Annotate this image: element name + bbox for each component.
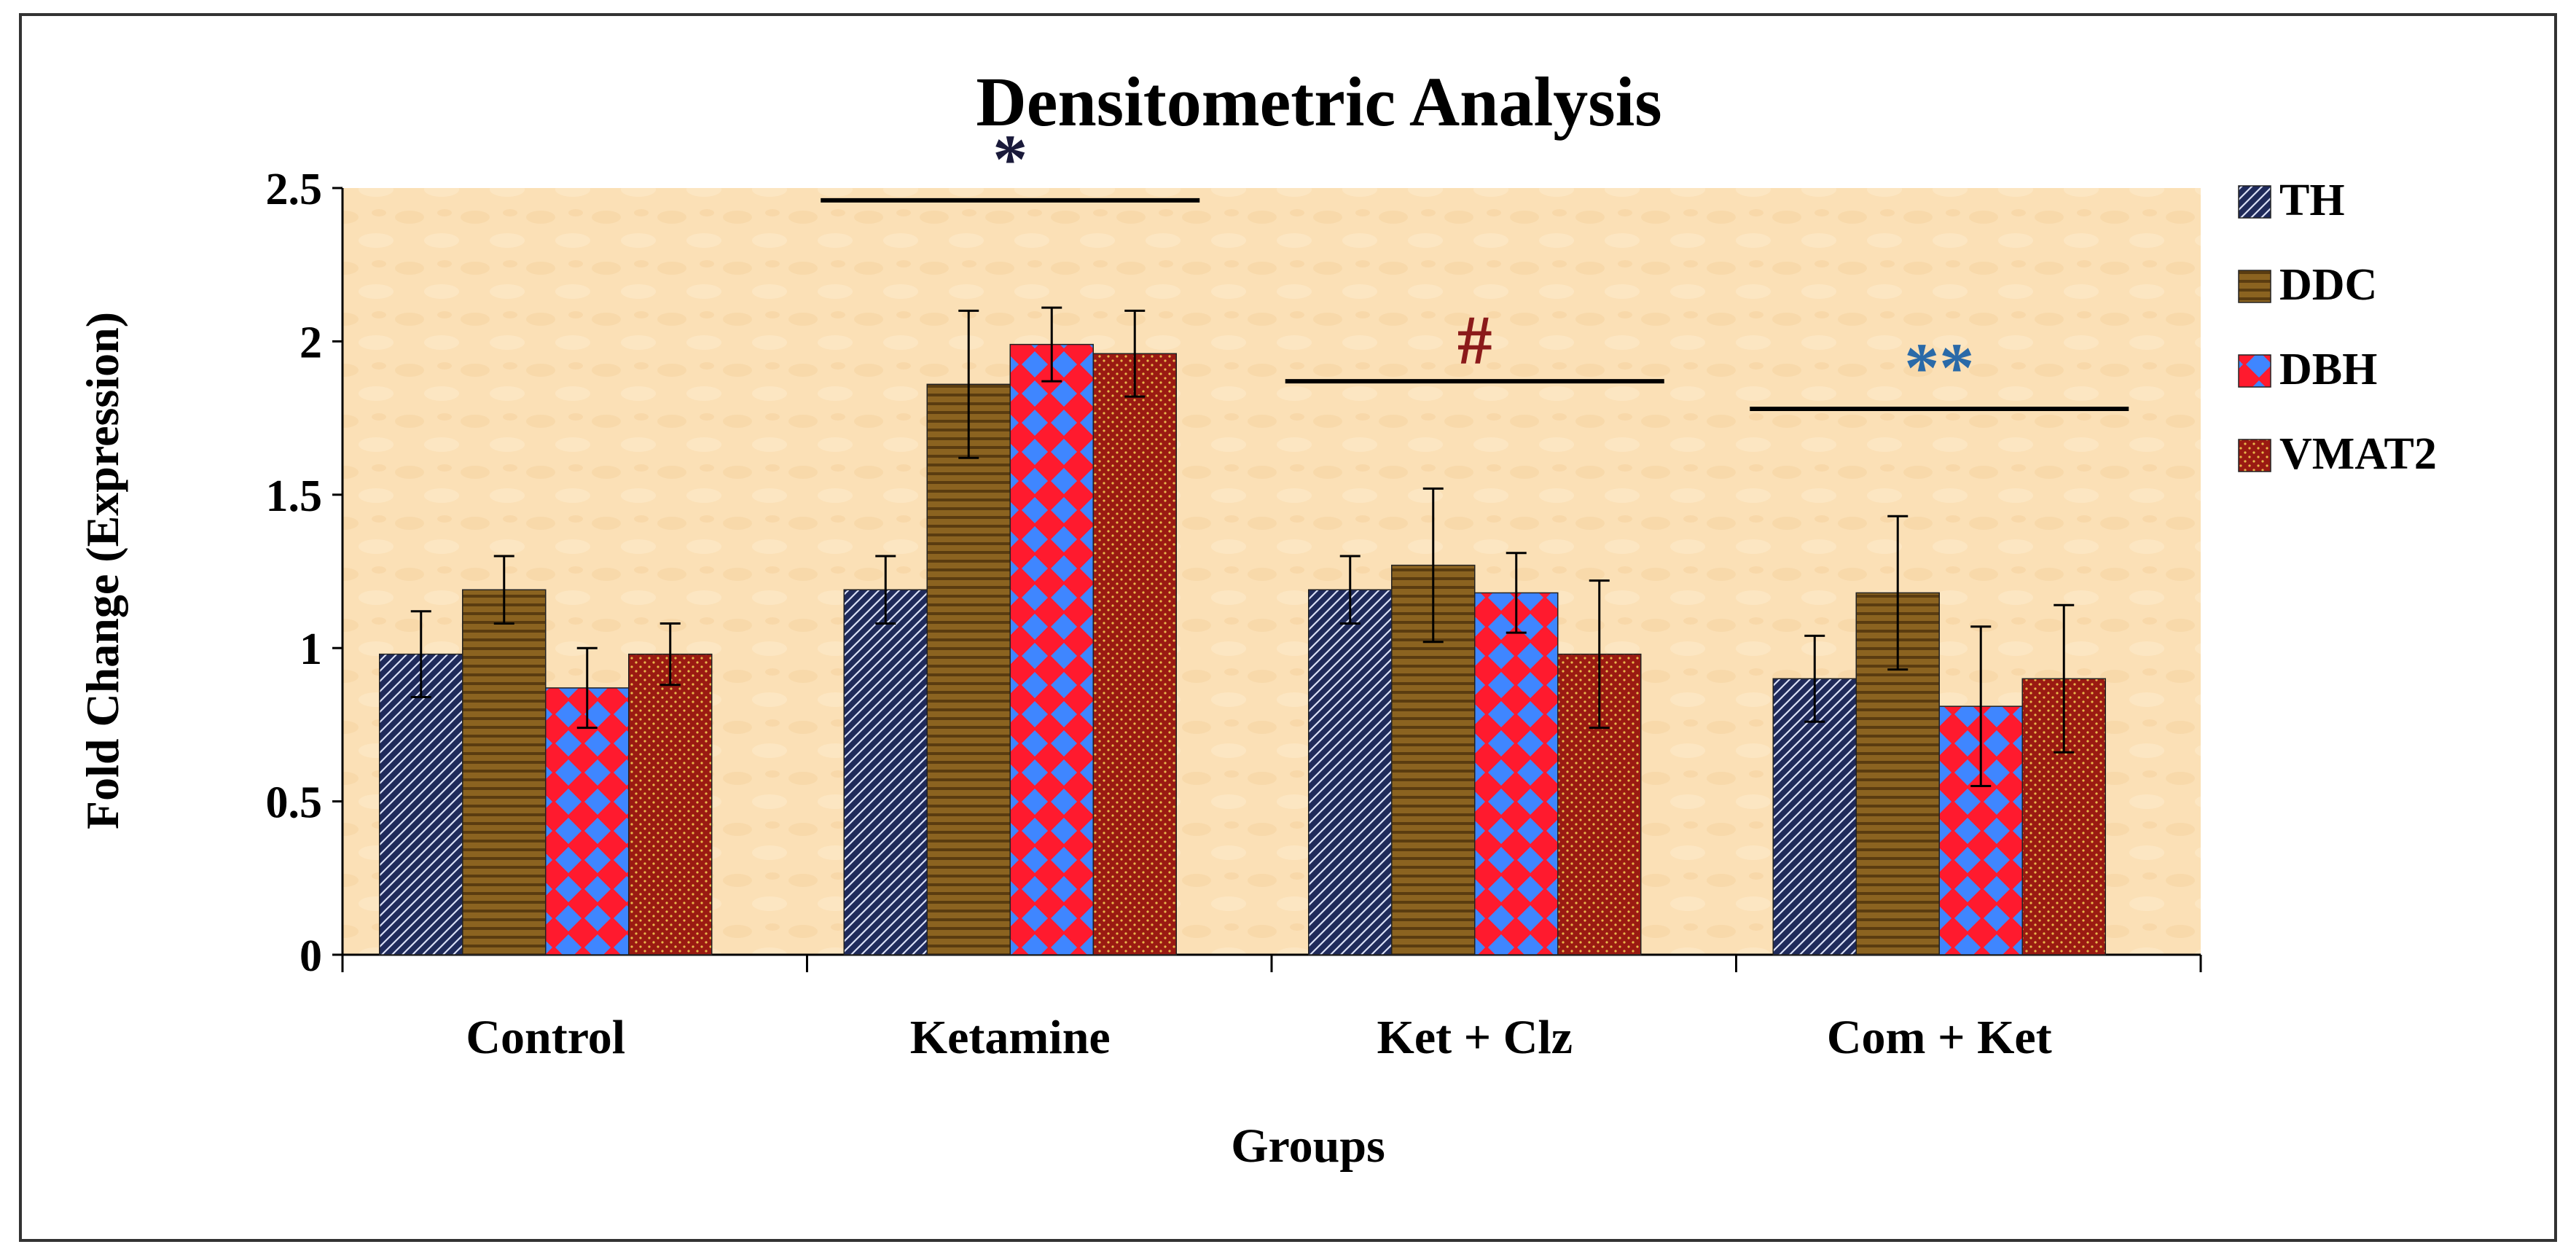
legend-label: DDC xyxy=(2279,260,2377,310)
legend-label: DBH xyxy=(2279,345,2377,394)
bar-vmat2 xyxy=(628,653,713,955)
y-tick-label: 0 xyxy=(300,931,322,981)
y-tick-label: 2.5 xyxy=(266,165,323,214)
bar-vmat2 xyxy=(1092,353,1177,955)
significance-marker: * xyxy=(993,120,1027,198)
y-tick-label: 2 xyxy=(300,318,322,367)
y-axis-label: Fold Change (Expression) xyxy=(77,312,128,829)
y-tick-label: 0.5 xyxy=(266,778,323,828)
error-bars xyxy=(410,306,2075,788)
y-axis: 0 0.5 1 1.5 2 2.5 xyxy=(266,165,344,981)
bar-ddc xyxy=(926,383,1011,955)
significance-marker: ** xyxy=(1904,329,1974,407)
legend-swatch xyxy=(2238,185,2271,219)
significance-marker: # xyxy=(1457,301,1492,379)
bar-th xyxy=(379,653,463,955)
legend: TH DDC DBH VMAT2 xyxy=(2238,176,2437,479)
x-tick-label: Control xyxy=(466,1011,625,1064)
legend-label: VMAT2 xyxy=(2279,429,2437,479)
legend-label: TH xyxy=(2279,176,2345,225)
legend-swatch xyxy=(2238,439,2271,472)
bar-th xyxy=(1772,678,1857,955)
y-tick-label: 1.5 xyxy=(266,472,323,521)
bars xyxy=(379,343,2106,955)
bar-dbh xyxy=(1009,343,1094,955)
bar-dbh xyxy=(1474,592,1559,955)
bar-th xyxy=(843,589,928,955)
x-tick-label: Ketamine xyxy=(910,1011,1111,1064)
bar-ddc xyxy=(462,589,547,955)
x-tick-label: Ket + Clz xyxy=(1377,1011,1573,1064)
y-tick-label: 1 xyxy=(300,625,322,674)
bar-dbh xyxy=(545,687,630,955)
legend-swatch xyxy=(2238,354,2271,388)
chart-title: Densitometric Analysis xyxy=(976,63,1661,141)
legend-swatch xyxy=(2238,270,2271,303)
x-axis-label: Groups xyxy=(1231,1119,1385,1173)
significance-annotations: * # ** xyxy=(821,120,2129,411)
bar-th xyxy=(1308,589,1393,955)
x-tick-label: Com + Ket xyxy=(1827,1011,2052,1064)
